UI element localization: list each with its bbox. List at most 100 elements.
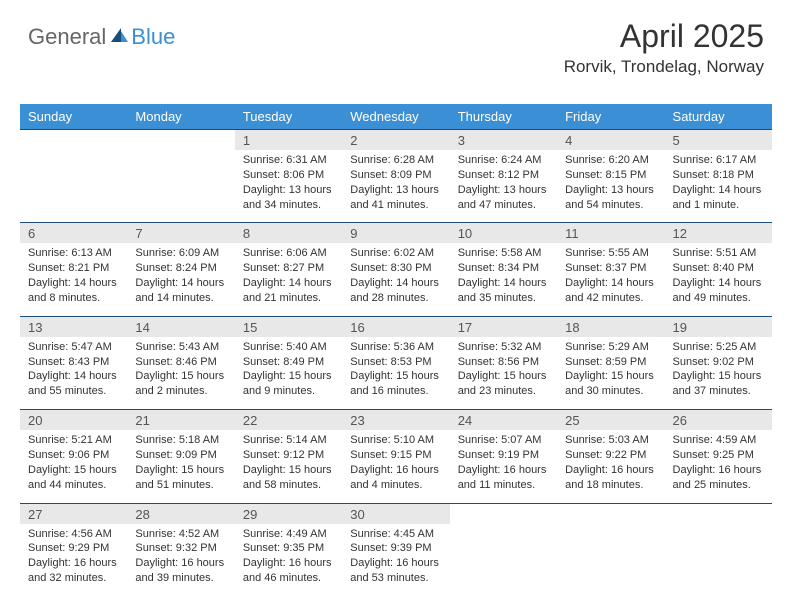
day-number-cell: 9 bbox=[342, 223, 449, 244]
day-details-cell: Sunrise: 5:51 AMSunset: 8:40 PMDaylight:… bbox=[665, 243, 772, 316]
daylight-text: Daylight: 16 hours and 32 minutes. bbox=[28, 556, 119, 586]
sunset-text: Sunset: 9:25 PM bbox=[673, 448, 764, 463]
day-details-cell: Sunrise: 4:56 AMSunset: 9:29 PMDaylight:… bbox=[20, 524, 127, 596]
day-number-cell: 15 bbox=[235, 316, 342, 337]
sunrise-text: Sunrise: 6:31 AM bbox=[243, 153, 334, 168]
sunset-text: Sunset: 9:35 PM bbox=[243, 541, 334, 556]
day-details-cell: Sunrise: 5:14 AMSunset: 9:12 PMDaylight:… bbox=[235, 430, 342, 503]
day-number-cell: 23 bbox=[342, 410, 449, 431]
day-details-cell: Sunrise: 6:20 AMSunset: 8:15 PMDaylight:… bbox=[557, 150, 664, 223]
sunset-text: Sunset: 9:19 PM bbox=[458, 448, 549, 463]
calendar-table: Sunday Monday Tuesday Wednesday Thursday… bbox=[20, 104, 772, 596]
sunrise-text: Sunrise: 5:43 AM bbox=[135, 340, 226, 355]
daylight-text: Daylight: 15 hours and 9 minutes. bbox=[243, 369, 334, 399]
daylight-text: Daylight: 16 hours and 18 minutes. bbox=[565, 463, 656, 493]
sunrise-text: Sunrise: 5:40 AM bbox=[243, 340, 334, 355]
location-text: Rorvik, Trondelag, Norway bbox=[564, 57, 764, 77]
logo-text-general: General bbox=[28, 24, 106, 50]
daylight-text: Daylight: 15 hours and 37 minutes. bbox=[673, 369, 764, 399]
sunrise-text: Sunrise: 5:47 AM bbox=[28, 340, 119, 355]
sunrise-text: Sunrise: 4:59 AM bbox=[673, 433, 764, 448]
daylight-text: Daylight: 14 hours and 1 minute. bbox=[673, 183, 764, 213]
day-details-row: Sunrise: 5:21 AMSunset: 9:06 PMDaylight:… bbox=[20, 430, 772, 503]
day-number-row: 13141516171819 bbox=[20, 316, 772, 337]
daylight-text: Daylight: 15 hours and 58 minutes. bbox=[243, 463, 334, 493]
day-number-cell: 3 bbox=[450, 130, 557, 151]
daylight-text: Daylight: 15 hours and 16 minutes. bbox=[350, 369, 441, 399]
day-number-cell: 2 bbox=[342, 130, 449, 151]
logo-text-blue: Blue bbox=[131, 24, 175, 50]
daylight-text: Daylight: 16 hours and 46 minutes. bbox=[243, 556, 334, 586]
daylight-text: Daylight: 13 hours and 34 minutes. bbox=[243, 183, 334, 213]
sunrise-text: Sunrise: 6:13 AM bbox=[28, 246, 119, 261]
daylight-text: Daylight: 13 hours and 54 minutes. bbox=[565, 183, 656, 213]
day-details-cell: Sunrise: 6:28 AMSunset: 8:09 PMDaylight:… bbox=[342, 150, 449, 223]
sunset-text: Sunset: 8:21 PM bbox=[28, 261, 119, 276]
daylight-text: Daylight: 14 hours and 28 minutes. bbox=[350, 276, 441, 306]
day-details-cell: Sunrise: 5:10 AMSunset: 9:15 PMDaylight:… bbox=[342, 430, 449, 503]
day-number-row: 20212223242526 bbox=[20, 410, 772, 431]
weekday-header: Monday bbox=[127, 104, 234, 130]
daylight-text: Daylight: 14 hours and 55 minutes. bbox=[28, 369, 119, 399]
day-details-cell: Sunrise: 5:07 AMSunset: 9:19 PMDaylight:… bbox=[450, 430, 557, 503]
day-details-cell: Sunrise: 5:32 AMSunset: 8:56 PMDaylight:… bbox=[450, 337, 557, 410]
sunrise-text: Sunrise: 5:10 AM bbox=[350, 433, 441, 448]
sunrise-text: Sunrise: 4:52 AM bbox=[135, 527, 226, 542]
daylight-text: Daylight: 14 hours and 42 minutes. bbox=[565, 276, 656, 306]
day-details-cell: Sunrise: 5:58 AMSunset: 8:34 PMDaylight:… bbox=[450, 243, 557, 316]
day-details-cell bbox=[450, 524, 557, 596]
day-details-cell: Sunrise: 4:52 AMSunset: 9:32 PMDaylight:… bbox=[127, 524, 234, 596]
day-number-cell: 19 bbox=[665, 316, 772, 337]
sunrise-text: Sunrise: 5:14 AM bbox=[243, 433, 334, 448]
day-number-cell: 16 bbox=[342, 316, 449, 337]
sunrise-text: Sunrise: 6:28 AM bbox=[350, 153, 441, 168]
sunrise-text: Sunrise: 5:58 AM bbox=[458, 246, 549, 261]
day-details-cell: Sunrise: 5:25 AMSunset: 9:02 PMDaylight:… bbox=[665, 337, 772, 410]
day-details-cell: Sunrise: 4:49 AMSunset: 9:35 PMDaylight:… bbox=[235, 524, 342, 596]
day-number-cell bbox=[557, 503, 664, 524]
day-number-cell: 4 bbox=[557, 130, 664, 151]
logo: General Blue bbox=[28, 24, 175, 50]
sunset-text: Sunset: 9:06 PM bbox=[28, 448, 119, 463]
sunrise-text: Sunrise: 5:36 AM bbox=[350, 340, 441, 355]
sunrise-text: Sunrise: 6:06 AM bbox=[243, 246, 334, 261]
sunset-text: Sunset: 8:15 PM bbox=[565, 168, 656, 183]
day-details-cell: Sunrise: 5:36 AMSunset: 8:53 PMDaylight:… bbox=[342, 337, 449, 410]
weekday-header: Saturday bbox=[665, 104, 772, 130]
sunrise-text: Sunrise: 5:29 AM bbox=[565, 340, 656, 355]
day-details-cell bbox=[557, 524, 664, 596]
daylight-text: Daylight: 16 hours and 39 minutes. bbox=[135, 556, 226, 586]
sunset-text: Sunset: 8:34 PM bbox=[458, 261, 549, 276]
day-number-cell bbox=[665, 503, 772, 524]
sunset-text: Sunset: 8:09 PM bbox=[350, 168, 441, 183]
sunrise-text: Sunrise: 6:09 AM bbox=[135, 246, 226, 261]
day-details-cell: Sunrise: 6:09 AMSunset: 8:24 PMDaylight:… bbox=[127, 243, 234, 316]
sunset-text: Sunset: 9:29 PM bbox=[28, 541, 119, 556]
day-details-cell bbox=[665, 524, 772, 596]
page-title: April 2025 bbox=[564, 18, 764, 55]
sunset-text: Sunset: 8:12 PM bbox=[458, 168, 549, 183]
daylight-text: Daylight: 15 hours and 44 minutes. bbox=[28, 463, 119, 493]
day-number-cell: 7 bbox=[127, 223, 234, 244]
day-details-cell: Sunrise: 6:02 AMSunset: 8:30 PMDaylight:… bbox=[342, 243, 449, 316]
day-details-cell: Sunrise: 4:45 AMSunset: 9:39 PMDaylight:… bbox=[342, 524, 449, 596]
day-number-cell: 27 bbox=[20, 503, 127, 524]
sunrise-text: Sunrise: 6:24 AM bbox=[458, 153, 549, 168]
weekday-header: Wednesday bbox=[342, 104, 449, 130]
day-details-cell: Sunrise: 6:17 AMSunset: 8:18 PMDaylight:… bbox=[665, 150, 772, 223]
day-details-cell: Sunrise: 6:06 AMSunset: 8:27 PMDaylight:… bbox=[235, 243, 342, 316]
weekday-header: Friday bbox=[557, 104, 664, 130]
day-details-cell: Sunrise: 5:03 AMSunset: 9:22 PMDaylight:… bbox=[557, 430, 664, 503]
daylight-text: Daylight: 15 hours and 2 minutes. bbox=[135, 369, 226, 399]
day-details-row: Sunrise: 6:13 AMSunset: 8:21 PM Daylight:… bbox=[20, 243, 772, 316]
sunset-text: Sunset: 8:37 PM bbox=[565, 261, 656, 276]
day-number-row: 27282930 bbox=[20, 503, 772, 524]
sunset-text: Sunset: 8:59 PM bbox=[565, 355, 656, 370]
sunset-text: Sunset: 8:40 PM bbox=[673, 261, 764, 276]
day-number-cell: 25 bbox=[557, 410, 664, 431]
sunrise-text: Sunrise: 5:03 AM bbox=[565, 433, 656, 448]
sunset-text: Sunset: 8:49 PM bbox=[243, 355, 334, 370]
day-number-cell: 28 bbox=[127, 503, 234, 524]
day-number-cell: 6 bbox=[20, 223, 127, 244]
day-number-cell: 13 bbox=[20, 316, 127, 337]
